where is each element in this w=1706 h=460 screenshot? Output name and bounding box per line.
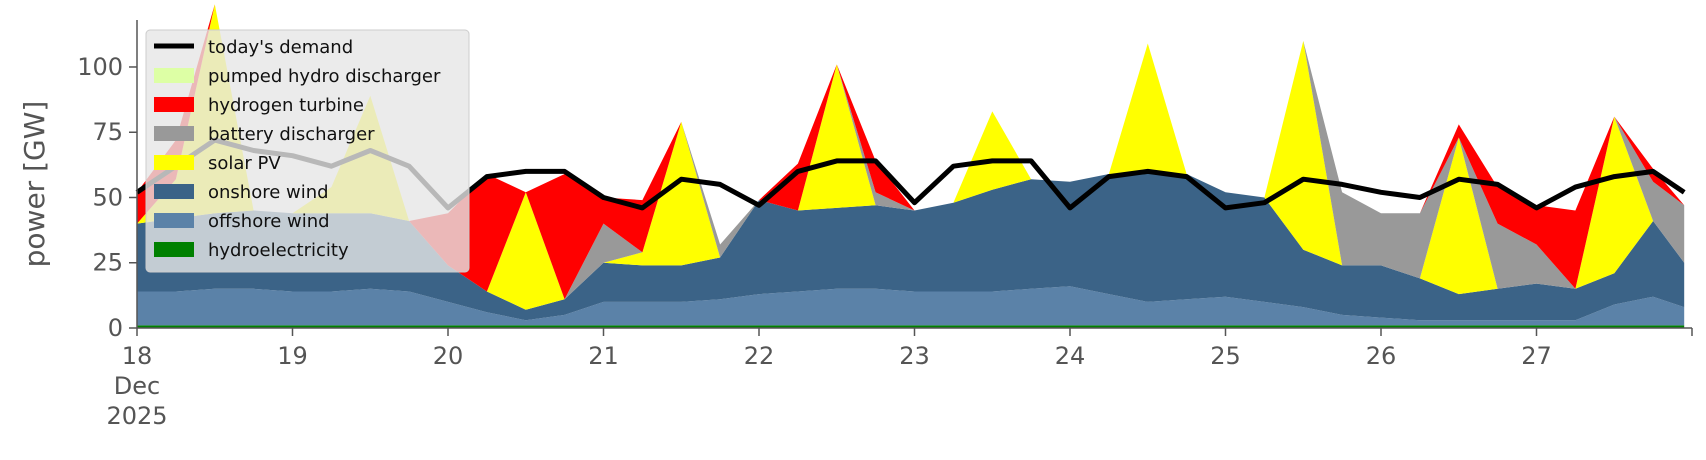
- legend-swatch-pumped-hydro-discharger: [154, 68, 194, 83]
- x-tick-label: 27: [1521, 342, 1552, 370]
- legend-label-hydrogen-turbine: hydrogen turbine: [208, 95, 364, 116]
- area-onshore-wind: [137, 174, 1685, 321]
- legend-label-onshore-wind: onshore wind: [208, 182, 329, 203]
- legend-swatch-hydrogen-turbine: [154, 97, 194, 112]
- legend-label-offshore-wind: offshore wind: [208, 211, 330, 232]
- legend-swatch-offshore-wind: [154, 213, 194, 228]
- legend-box: [145, 29, 470, 273]
- y-tick-label: 0: [108, 314, 123, 342]
- legend-swatch-onshore-wind: [154, 184, 194, 199]
- legend: today's demand pumped hydro discharger hyd…: [145, 29, 470, 273]
- x-tick-label: 26: [1366, 342, 1397, 370]
- x-tick-label: 21: [588, 342, 619, 370]
- legend-swatch-hydroelectricity: [154, 242, 194, 257]
- legend-swatch-battery-discharger: [154, 126, 194, 141]
- legend-label-solar-pv: solar PV: [208, 153, 281, 174]
- x-tick-label: 22: [744, 342, 775, 370]
- y-tick-label: 25: [92, 249, 123, 277]
- legend-label-battery-discharger: battery discharger: [208, 124, 375, 145]
- x-tick-sublabel: Dec: [114, 372, 160, 400]
- legend-label-pumped-hydro-discharger: pumped hydro discharger: [208, 66, 441, 87]
- y-tick-label: 50: [92, 183, 123, 211]
- x-tick-label: 20: [433, 342, 464, 370]
- legend-swatch-solar-pv: [154, 155, 194, 170]
- x-tick-label: 18: [122, 342, 153, 370]
- y-axis-label: power [GW]: [18, 101, 51, 268]
- legend-label-today-s-demand: today's demand: [208, 37, 353, 58]
- x-tick-label: 23: [899, 342, 930, 370]
- legend-label-hydroelectricity: hydroelectricity: [208, 240, 349, 261]
- area-solar-pv: [137, 4, 1685, 310]
- x-tick-label: 19: [277, 342, 308, 370]
- area-offshore-wind: [137, 286, 1685, 326]
- x-tick-label: 24: [1055, 342, 1086, 370]
- y-tick-label: 75: [92, 118, 123, 146]
- x-tick-label: 25: [1210, 342, 1241, 370]
- area-battery-discharger: [137, 4, 1685, 300]
- x-tick-sublabel: 2025: [106, 402, 167, 430]
- y-tick-label: 100: [77, 53, 123, 81]
